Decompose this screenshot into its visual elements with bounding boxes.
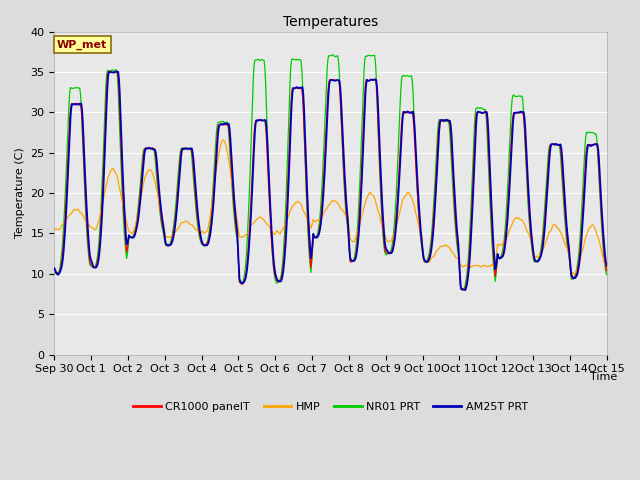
CR1000 panelT (399, 112, 406, 118)
HMP (117, 193, 125, 199)
HMP (203, 228, 211, 234)
NR01 PRT (399, 73, 406, 79)
Line: NR01 PRT: NR01 PRT (54, 55, 607, 290)
NR01 PRT (603, 272, 611, 277)
HMP (399, 199, 406, 204)
NR01 PRT (61, 209, 68, 215)
HMP (61, 220, 68, 226)
HMP (51, 227, 58, 232)
AM25T PRT (461, 287, 469, 293)
X-axis label: Time: Time (591, 372, 618, 382)
CR1000 panelT (105, 69, 113, 74)
CR1000 panelT (51, 267, 58, 273)
NR01 PRT (459, 287, 467, 293)
Title: Temperatures: Temperatures (283, 15, 378, 29)
NR01 PRT (173, 183, 181, 189)
AM25T PRT (603, 263, 611, 268)
Line: AM25T PRT: AM25T PRT (54, 72, 607, 290)
Y-axis label: Temperature (C): Temperature (C) (15, 148, 25, 239)
NR01 PRT (415, 208, 422, 214)
AM25T PRT (118, 151, 126, 157)
AM25T PRT (174, 192, 182, 198)
Line: HMP: HMP (54, 140, 607, 274)
CR1000 panelT (458, 287, 466, 293)
CR1000 panelT (415, 206, 422, 212)
AM25T PRT (51, 265, 58, 271)
NR01 PRT (328, 52, 336, 58)
NR01 PRT (51, 270, 58, 276)
HMP (603, 266, 611, 272)
HMP (220, 137, 227, 143)
HMP (173, 227, 181, 232)
AM25T PRT (61, 238, 68, 244)
AM25T PRT (399, 120, 406, 125)
HMP (415, 221, 422, 227)
Text: WP_met: WP_met (57, 40, 108, 50)
CR1000 panelT (118, 169, 126, 175)
CR1000 panelT (61, 227, 68, 233)
NR01 PRT (117, 168, 125, 174)
CR1000 panelT (603, 268, 611, 274)
Line: CR1000 panelT: CR1000 panelT (54, 72, 607, 290)
CR1000 panelT (204, 240, 211, 246)
Legend: CR1000 panelT, HMP, NR01 PRT, AM25T PRT: CR1000 panelT, HMP, NR01 PRT, AM25T PRT (129, 398, 532, 417)
NR01 PRT (203, 241, 211, 247)
AM25T PRT (113, 69, 120, 74)
AM25T PRT (204, 242, 211, 248)
CR1000 panelT (174, 182, 182, 188)
HMP (570, 271, 578, 276)
AM25T PRT (415, 195, 422, 201)
